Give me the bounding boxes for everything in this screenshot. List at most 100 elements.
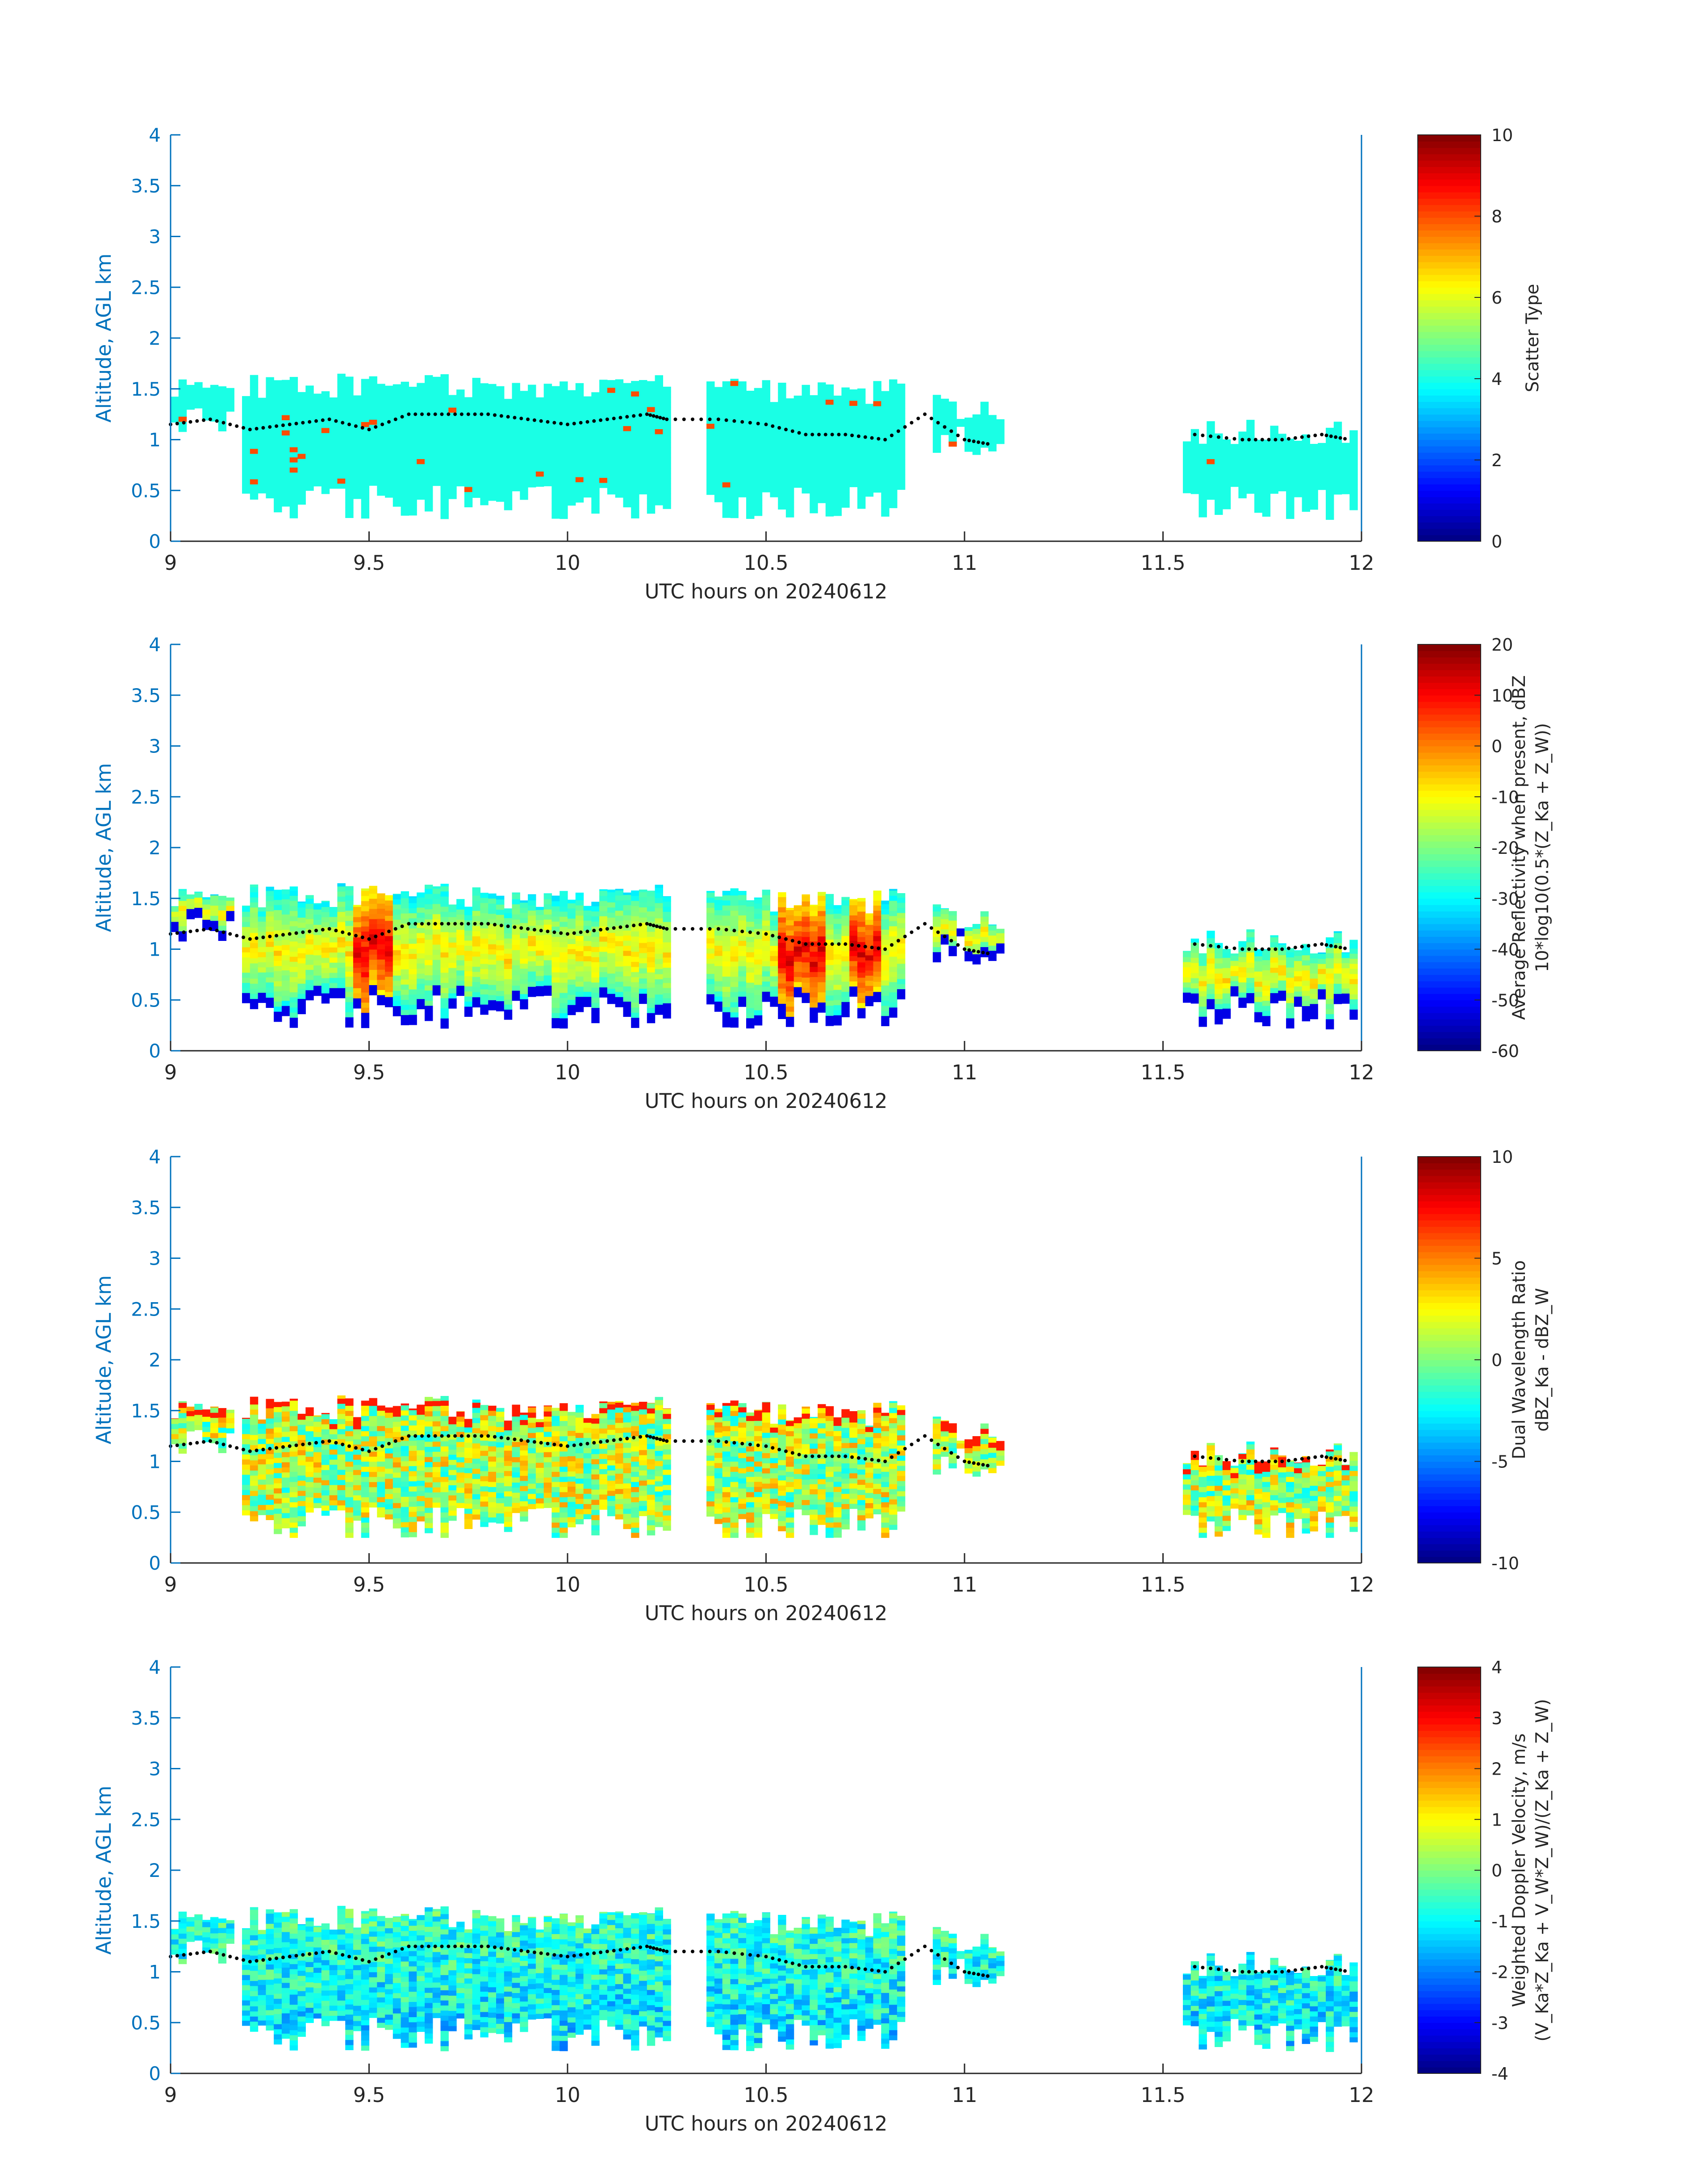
- heatmap-cell: [535, 451, 544, 456]
- heatmap-cell: [496, 425, 505, 431]
- heatmap-cell: [1326, 509, 1334, 515]
- heatmap-cell: [472, 406, 480, 412]
- heatmap-cell: [932, 941, 941, 947]
- heatmap-cell: [464, 497, 473, 502]
- heatmap-cell: [440, 1008, 449, 1014]
- heatmap-cell: [663, 987, 671, 993]
- heatmap-cell: [337, 412, 346, 418]
- heatmap-cell: [785, 996, 794, 1002]
- heatmap-cell: [488, 465, 497, 471]
- heatmap-cell: [865, 420, 874, 426]
- heatmap-cell: [575, 991, 584, 997]
- heatmap-cell: [551, 498, 560, 504]
- heatmap-cell: [663, 896, 671, 902]
- heatmap-cell: [631, 447, 639, 452]
- heatmap-cell: [639, 433, 647, 439]
- heatmap-cell: [274, 945, 282, 951]
- heatmap-cell: [425, 954, 433, 960]
- heatmap-cell: [785, 466, 794, 472]
- heatmap-cell: [417, 438, 425, 444]
- heatmap-cell: [881, 445, 889, 451]
- heatmap-cell: [889, 386, 898, 392]
- heatmap-cell: [825, 389, 834, 395]
- heatmap-cell: [543, 465, 552, 471]
- heatmap-cell: [873, 900, 881, 906]
- heatmap-cell: [337, 402, 346, 408]
- heatmap-cell: [785, 986, 794, 992]
- heatmap-cell: [833, 918, 842, 924]
- heatmap-cell: [560, 921, 568, 927]
- heatmap-cell: [250, 999, 259, 1004]
- heatmap-cell: [321, 427, 330, 433]
- heatmap-cell: [841, 961, 850, 967]
- heatmap-cell: [607, 907, 616, 913]
- heatmap-cell: [1262, 450, 1271, 456]
- heatmap-cell: [932, 911, 941, 917]
- heatmap-cell: [456, 929, 465, 935]
- heatmap-cell: [543, 455, 552, 461]
- heatmap-cell: [802, 957, 810, 963]
- heatmap-cell: [401, 933, 409, 939]
- heatmap-cell: [337, 447, 346, 453]
- heatmap-cell: [714, 476, 723, 482]
- y-tick-label: 0.5: [131, 480, 161, 501]
- cloud-base-point: [486, 412, 490, 416]
- heatmap-cell: [932, 412, 941, 418]
- heatmap-cell: [1262, 960, 1271, 965]
- heatmap-cell: [313, 903, 322, 905]
- heatmap-cell: [1333, 443, 1342, 449]
- heatmap-cell: [778, 504, 786, 510]
- heatmap-cell: [353, 905, 362, 907]
- heatmap-cell: [607, 423, 616, 429]
- heatmap-cell: [535, 991, 544, 996]
- heatmap-cell: [583, 981, 592, 987]
- heatmap-cell: [512, 420, 520, 426]
- heatmap-cell: [881, 980, 889, 986]
- heatmap-cell: [841, 387, 850, 391]
- heatmap-cell: [714, 390, 723, 396]
- heatmap-cell: [889, 911, 898, 916]
- heatmap-cell: [321, 932, 330, 938]
- heatmap-cell: [551, 957, 560, 962]
- heatmap-cell: [706, 938, 715, 944]
- heatmap-cell: [496, 930, 505, 936]
- heatmap-cell: [655, 949, 663, 954]
- heatmap-cell: [289, 431, 298, 437]
- heatmap-cell: [722, 421, 731, 426]
- heatmap-cell: [889, 966, 898, 972]
- heatmap-cell: [456, 389, 465, 390]
- heatmap-cell: [520, 398, 528, 404]
- heatmap-cell: [496, 919, 505, 925]
- heatmap-cell: [1190, 938, 1199, 943]
- heatmap-cell: [425, 425, 433, 430]
- heatmap-cell: [377, 490, 385, 496]
- heatmap-cell: [1294, 456, 1303, 462]
- heatmap-cell: [631, 477, 639, 483]
- heatmap-cell: [980, 926, 989, 932]
- heatmap-cell: [889, 987, 898, 993]
- heatmap-cell: [266, 422, 274, 427]
- heatmap-cell: [472, 900, 480, 906]
- heatmap-cell: [1310, 968, 1318, 974]
- heatmap-cell: [1349, 999, 1358, 1005]
- heatmap-cell: [639, 474, 647, 479]
- heatmap-cell: [504, 489, 513, 495]
- heatmap-cell: [873, 895, 881, 901]
- cloud-base-point: [327, 418, 331, 421]
- heatmap-cell: [281, 1011, 290, 1016]
- heatmap-cell: [802, 967, 810, 973]
- colorbar-tick-label: 6: [1491, 288, 1502, 308]
- heatmap-cell: [746, 977, 755, 983]
- heatmap-cell: [873, 925, 881, 931]
- heatmap-cell: [818, 437, 826, 443]
- heatmap-cell: [289, 401, 298, 407]
- heatmap-cell: [591, 392, 600, 397]
- cloud-base-point: [639, 923, 642, 927]
- heatmap-cell: [520, 974, 528, 979]
- cloud-base-point: [308, 929, 312, 933]
- heatmap-cell: [722, 467, 731, 472]
- heatmap-cell: [560, 1013, 568, 1019]
- heatmap-cell: [746, 401, 755, 407]
- heatmap-cell: [520, 948, 528, 954]
- heatmap-cell: [218, 900, 227, 906]
